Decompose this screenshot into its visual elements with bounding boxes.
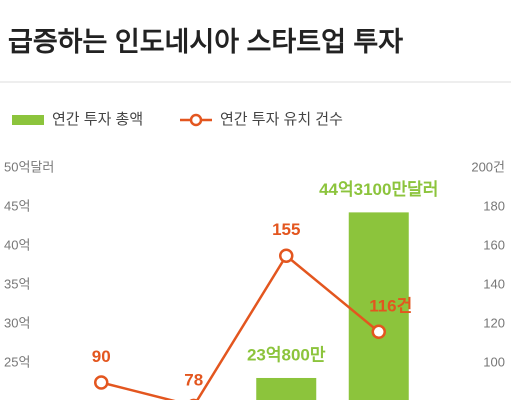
bar bbox=[348, 212, 409, 400]
point bbox=[371, 324, 386, 340]
data-label: 78 bbox=[184, 370, 203, 389]
point bbox=[94, 375, 109, 390]
data-label: 116건 bbox=[369, 296, 412, 315]
y-tick-label: 35억 bbox=[4, 276, 30, 291]
y2-tick-label: 180 bbox=[483, 198, 505, 213]
y-tick-label: 45억 bbox=[4, 198, 30, 213]
legend-label: 연간 투자 총액 bbox=[52, 111, 143, 128]
y2-tick-label: 160 bbox=[483, 237, 505, 252]
bar bbox=[256, 377, 317, 400]
data-label: 44억3100만달러 bbox=[319, 179, 438, 199]
point bbox=[279, 248, 294, 263]
y2-tick-label: 200건 bbox=[471, 159, 505, 174]
legend-swatch bbox=[12, 115, 44, 125]
y2-tick-label: 120 bbox=[483, 315, 505, 330]
chart-title: 급증하는 인도네시아 스타트업 투자 bbox=[8, 27, 403, 57]
line bbox=[100, 253, 380, 400]
y-tick-label: 25억 bbox=[4, 354, 30, 369]
data-label: 155 bbox=[272, 220, 300, 239]
legend-swatch bbox=[189, 113, 203, 127]
y2-tick-label: 100 bbox=[483, 354, 505, 369]
y-tick-label: 50억달러 bbox=[4, 159, 54, 174]
data-label: 23억800만 bbox=[247, 345, 326, 364]
y-tick-label: 40억 bbox=[4, 237, 30, 252]
y-tick-label: 30억 bbox=[4, 315, 30, 330]
y2-tick-label: 140 bbox=[483, 276, 505, 291]
legend-label: 연간 투자 유치 건수 bbox=[220, 111, 343, 128]
data-label: 90 bbox=[92, 347, 111, 366]
